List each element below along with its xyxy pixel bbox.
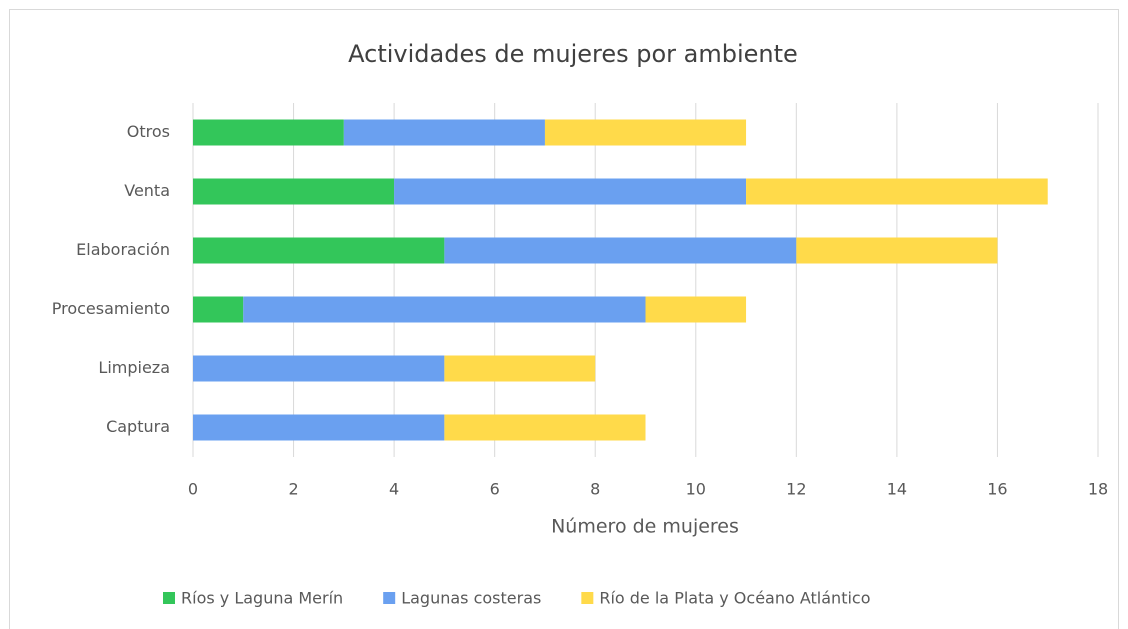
y-tick-label: Limpieza	[98, 358, 170, 377]
x-tick-label: 6	[490, 480, 500, 499]
bar-segment	[243, 296, 646, 323]
legend-label: Lagunas costeras	[401, 589, 541, 608]
y-tick-label: Otros	[127, 122, 170, 141]
bar-segment	[193, 178, 395, 205]
bar-segment	[193, 119, 344, 146]
legend-label: Río de la Plata y Océano Atlántico	[599, 589, 870, 608]
bar-segment	[193, 414, 445, 441]
x-tick-label: 8	[590, 480, 600, 499]
x-tick-label: 10	[686, 480, 706, 499]
bar-segment	[394, 178, 747, 205]
x-tick-label: 16	[987, 480, 1007, 499]
x-tick-label: 4	[389, 480, 399, 499]
bar-segment	[193, 296, 244, 323]
x-tick-label: 2	[288, 480, 298, 499]
bar-segment	[746, 178, 1048, 205]
y-tick-label: Elaboración	[76, 240, 170, 259]
legend-swatch	[581, 592, 594, 604]
bar-segment	[193, 237, 445, 264]
legend-label: Ríos y Laguna Merín	[181, 589, 343, 608]
bar-segment	[444, 355, 596, 382]
y-tick-label: Captura	[106, 417, 170, 436]
chart-title: Actividades de mujeres por ambiente	[348, 40, 798, 68]
y-tick-label: Procesamiento	[52, 299, 170, 318]
bar-segment	[444, 237, 797, 264]
legend-swatch	[383, 592, 396, 604]
bar-segment	[544, 119, 747, 146]
x-tick-label: 18	[1088, 480, 1108, 499]
bar-segment	[343, 119, 545, 146]
bar-segment	[796, 237, 998, 264]
bar-segment	[645, 296, 747, 323]
x-axis-label: Número de mujeres	[551, 516, 739, 538]
x-tick-label: 14	[887, 480, 907, 499]
legend-swatch	[163, 592, 175, 604]
x-tick-label: 12	[786, 480, 806, 499]
x-tick-label: 0	[188, 480, 198, 499]
y-tick-label: Venta	[124, 181, 170, 200]
bar-segment	[193, 355, 445, 382]
bar-segment	[444, 414, 646, 441]
